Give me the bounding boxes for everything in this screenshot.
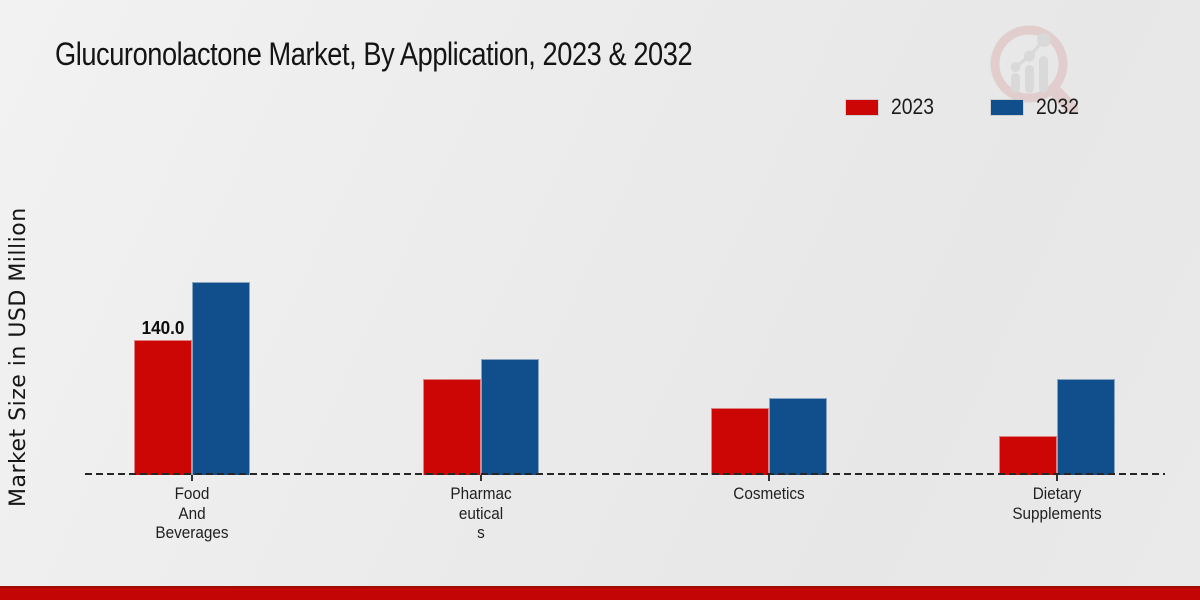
- legend-label-2023: 2023: [891, 94, 935, 119]
- bar-2032-cosmetics: [769, 397, 827, 475]
- bar-2023-pharmaceuticals: [423, 378, 481, 475]
- bar-2023-cosmetics: [711, 407, 769, 475]
- x-axis-line: [85, 473, 1165, 475]
- bar-2023-dietary-supplements: [999, 436, 1057, 475]
- x-axis-tick: [191, 475, 193, 481]
- x-axis-tick: [768, 475, 770, 481]
- x-axis-tick: [480, 475, 482, 481]
- legend-item-2023: 2023: [845, 94, 940, 120]
- legend: 2023 2032: [845, 94, 1085, 120]
- x-axis-tick: [1056, 475, 1058, 481]
- bar-2023-food-and-beverages: [134, 340, 192, 475]
- legend-swatch-2032-icon: [989, 98, 1024, 116]
- bar-2032-dietary-supplements: [1057, 378, 1115, 475]
- x-tick-label: Food And Beverages: [155, 484, 229, 542]
- bar-2032-food-and-beverages: [192, 282, 250, 475]
- legend-label-2032: 2032: [1035, 94, 1080, 119]
- x-tick-label: Pharmac eutical s: [450, 484, 512, 542]
- legend-swatch-2023-icon: [845, 98, 879, 116]
- legend-item-2032: 2032: [989, 94, 1085, 120]
- magnifier-bar-chart-watermark-icon: [990, 25, 1079, 113]
- bar-2032-pharmaceuticals: [481, 359, 539, 475]
- x-tick-label: Dietary Supplements: [1012, 484, 1102, 523]
- x-tick-label: Cosmetics: [733, 484, 805, 503]
- footer-red-bar: [0, 586, 1200, 600]
- chart-title: Glucuronolactone Market, By Application,…: [55, 36, 693, 72]
- bar-value-label: 140.0: [141, 318, 185, 338]
